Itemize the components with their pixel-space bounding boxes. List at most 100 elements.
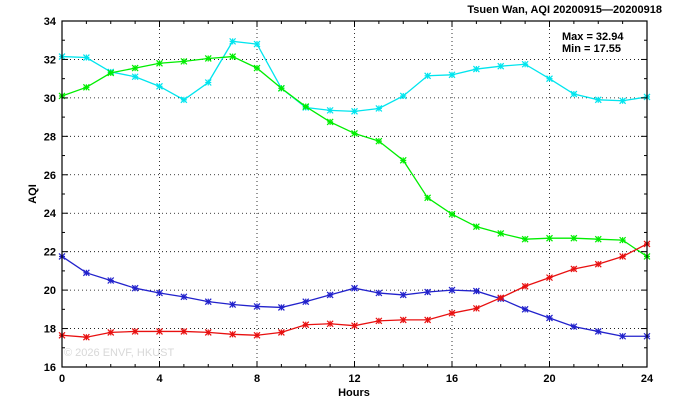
series-2-point-19: [521, 305, 529, 313]
series-2-point-22: [594, 328, 602, 335]
series-1-point-3: [131, 64, 139, 72]
series-2-point-12: [351, 284, 358, 292]
series-2-point-13: [375, 289, 383, 297]
watermark-layer: © 2026 ENVF, HKUST: [64, 347, 174, 359]
x-tick-label-8: 8: [254, 373, 260, 385]
series-0-point-6: [204, 79, 212, 86]
series-2-point-9: [277, 303, 285, 311]
series-1-point-1: [82, 83, 90, 91]
series-0-point-7: [229, 37, 237, 45]
series-2-point-1: [82, 269, 90, 277]
series-2-point-16: [448, 286, 456, 294]
series-2-point-4: [156, 289, 163, 297]
series-0: [58, 37, 651, 115]
series-2-point-3: [131, 284, 139, 292]
series-1-point-20: [546, 234, 553, 242]
series-3-point-19: [521, 282, 529, 290]
series-0-point-14: [399, 92, 407, 100]
series-2-point-20: [546, 314, 553, 322]
stat-max: Max = 32.94: [562, 31, 624, 43]
x-tick-label-4: 4: [156, 373, 163, 385]
series-0-point-1: [82, 54, 90, 61]
series-3-point-18: [497, 294, 505, 302]
series-3-point-16: [448, 309, 456, 317]
series-1-point-18: [497, 229, 505, 237]
series-0-point-4: [156, 82, 163, 90]
series-1-point-14: [399, 156, 407, 164]
series-0-point-12: [351, 107, 358, 115]
series-3-point-20: [546, 274, 553, 282]
y-tick-label-20: 20: [44, 285, 56, 297]
x-tick-label-0: 0: [59, 373, 65, 385]
x-axis-title: Hours: [338, 387, 370, 399]
series-1-point-8: [253, 64, 261, 72]
x-tick-label-16: 16: [446, 373, 458, 385]
series-2-point-21: [570, 323, 578, 331]
series-3-point-17: [472, 304, 480, 312]
series-2-point-14: [399, 291, 407, 299]
grid-lines: [62, 21, 647, 367]
series-0-point-11: [326, 106, 334, 114]
stat-min: Min = 17.55: [562, 43, 621, 55]
y-tick-label-32: 32: [44, 54, 56, 66]
series-2-point-7: [229, 301, 237, 308]
y-tick-label-24: 24: [44, 208, 57, 220]
series-1-point-5: [180, 57, 188, 65]
series-3-point-11: [326, 320, 334, 328]
series-3-point-6: [204, 328, 212, 336]
series-0-point-5: [180, 96, 188, 104]
series-3-point-2: [107, 328, 115, 336]
axis-ticks: 0 4 8 12 16 20 24 16 18 20 22 24 26 28 30 32 34: [44, 16, 654, 385]
series-3-point-8: [253, 331, 261, 339]
series-2-point-23: [619, 332, 627, 340]
series-0-point-3: [131, 73, 139, 81]
chart-title: Tsuen Wan, AQI 20200915—20200918: [467, 4, 662, 16]
series-3-point-1: [82, 333, 90, 341]
series-3-point-9: [277, 328, 285, 336]
y-tick-label-26: 26: [44, 170, 56, 182]
series-1-point-7: [229, 53, 237, 60]
series-3-point-22: [594, 260, 602, 268]
series-0-point-22: [594, 96, 602, 104]
series-3-point-12: [351, 322, 358, 330]
series-1-point-13: [375, 137, 383, 145]
series-2-point-2: [107, 277, 115, 284]
series-1-point-23: [619, 236, 627, 244]
series-0-point-17: [472, 65, 480, 73]
series-lines: [58, 37, 651, 341]
series-1-point-2: [107, 69, 115, 77]
series-3-point-3: [131, 328, 139, 335]
y-axis-title: AQI: [27, 184, 39, 204]
watermark-text: © 2026 ENVF, HKUST: [64, 347, 174, 359]
series-0-point-18: [497, 62, 505, 70]
series-1-point-4: [156, 59, 163, 67]
series-0-point-23: [619, 97, 627, 105]
series-1-point-16: [448, 210, 456, 218]
series-0-point-19: [521, 60, 529, 68]
series-3-point-15: [424, 316, 432, 324]
series-2-point-8: [253, 303, 261, 310]
series-1-point-12: [351, 130, 358, 137]
y-tick-label-30: 30: [44, 93, 56, 105]
y-tick-label-34: 34: [44, 16, 57, 28]
series-3-point-23: [619, 253, 627, 260]
x-tick-label-24: 24: [641, 373, 654, 385]
x-tick-label-12: 12: [348, 373, 360, 385]
series-3-point-13: [375, 317, 383, 325]
series-2: [58, 253, 651, 340]
series-1-point-6: [204, 55, 212, 62]
series-2-point-5: [180, 293, 188, 301]
y-tick-label-16: 16: [44, 362, 56, 374]
series-0-point-16: [448, 71, 456, 79]
series-0-point-21: [570, 90, 578, 98]
series-1-point-21: [570, 234, 578, 242]
series-1-point-17: [472, 223, 480, 231]
series-1: [58, 53, 651, 260]
series-3-point-7: [229, 330, 237, 338]
series-3-point-14: [399, 316, 407, 324]
series-2-point-15: [424, 288, 432, 296]
series-1-point-9: [277, 84, 285, 92]
series-line-0: [61, 40, 648, 112]
series-0-point-15: [424, 72, 432, 80]
